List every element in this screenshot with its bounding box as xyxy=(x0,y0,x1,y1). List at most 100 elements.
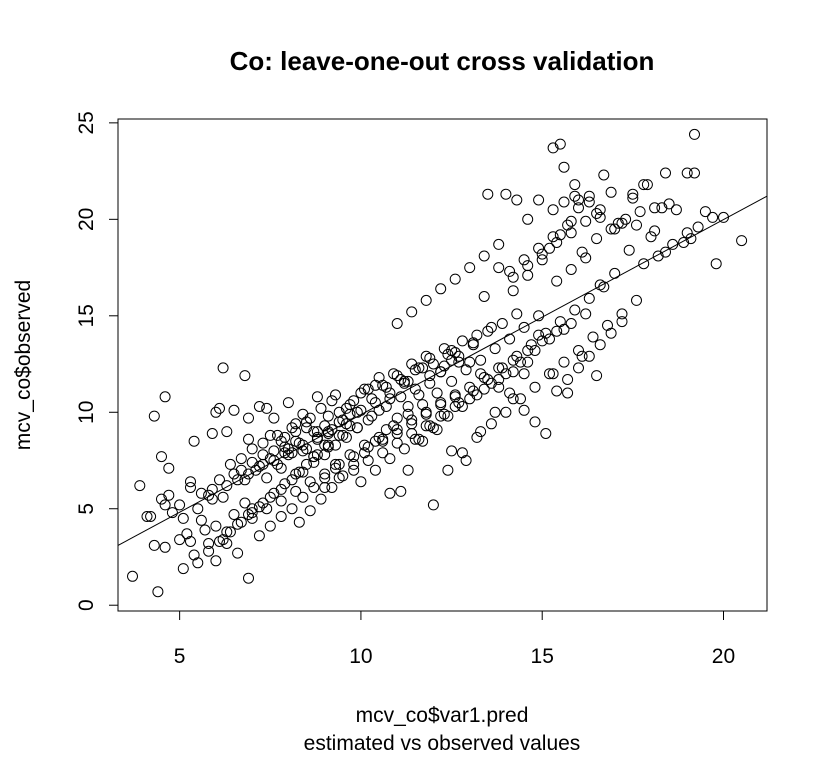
data-point xyxy=(623,244,635,256)
data-point xyxy=(522,269,534,281)
data-point xyxy=(681,227,693,239)
x-axis: 5 10 15 20 xyxy=(174,611,735,668)
data-point xyxy=(471,329,483,341)
data-point xyxy=(518,254,530,266)
data-point xyxy=(362,455,374,466)
data-point xyxy=(616,217,628,229)
data-point xyxy=(442,464,454,476)
data-point xyxy=(580,252,592,264)
data-point xyxy=(558,356,570,368)
data-point xyxy=(464,393,476,405)
data-point xyxy=(478,383,490,395)
data-point xyxy=(210,555,222,567)
data-point xyxy=(145,511,157,522)
data-point xyxy=(286,503,298,515)
data-point xyxy=(319,449,331,461)
data-point xyxy=(228,509,240,520)
data-point xyxy=(156,451,167,463)
data-point xyxy=(417,435,429,447)
data-point xyxy=(163,489,175,501)
data-point xyxy=(398,443,410,455)
data-point xyxy=(533,310,545,322)
data-point xyxy=(322,439,334,451)
data-point xyxy=(493,262,505,274)
data-points xyxy=(127,128,748,598)
data-point xyxy=(562,387,574,399)
data-point xyxy=(435,366,447,378)
data-point xyxy=(402,464,414,476)
data-point xyxy=(246,456,258,468)
data-point xyxy=(427,499,439,511)
data-point xyxy=(214,474,225,486)
data-point xyxy=(507,271,519,283)
data-point xyxy=(456,401,468,412)
data-point xyxy=(475,368,487,380)
data-point xyxy=(551,275,563,287)
data-point xyxy=(638,179,650,191)
data-point xyxy=(565,318,577,329)
data-point xyxy=(424,370,436,382)
data-point xyxy=(369,435,381,447)
data-point xyxy=(279,431,291,443)
data-point xyxy=(221,538,233,549)
data-point xyxy=(641,179,653,191)
data-point xyxy=(438,360,450,372)
data-point xyxy=(253,401,265,412)
data-point xyxy=(522,345,534,356)
data-point xyxy=(340,402,352,414)
y-tick-label: 0 xyxy=(75,599,98,611)
data-point xyxy=(598,169,610,181)
data-point xyxy=(221,426,233,438)
data-point xyxy=(377,433,389,445)
data-point xyxy=(286,474,298,486)
data-point xyxy=(515,356,526,368)
data-point xyxy=(569,304,581,316)
data-point xyxy=(594,211,606,223)
data-point xyxy=(558,323,570,335)
data-point xyxy=(496,318,508,329)
data-point xyxy=(348,451,360,463)
data-point xyxy=(232,547,244,559)
data-point xyxy=(304,412,316,424)
data-point xyxy=(449,401,461,412)
data-point xyxy=(290,418,302,430)
data-point xyxy=(203,545,215,557)
data-point xyxy=(442,348,454,360)
data-point xyxy=(660,167,671,179)
data-point xyxy=(449,273,461,285)
data-point xyxy=(185,476,196,488)
data-point xyxy=(464,356,476,368)
data-point xyxy=(333,472,345,484)
data-point xyxy=(656,202,668,214)
data-point xyxy=(565,227,577,239)
data-point xyxy=(573,194,584,206)
data-point xyxy=(663,198,675,210)
data-point xyxy=(380,381,392,393)
data-point xyxy=(583,350,595,362)
data-point xyxy=(478,291,490,302)
data-point xyxy=(573,202,584,214)
data-point xyxy=(286,447,298,459)
data-point xyxy=(594,204,606,216)
data-point xyxy=(210,406,222,418)
data-point xyxy=(275,511,287,522)
data-point xyxy=(391,318,403,329)
data-point xyxy=(264,491,276,503)
data-point xyxy=(402,401,414,412)
data-point xyxy=(424,352,436,364)
data-point xyxy=(605,186,617,198)
data-point xyxy=(435,410,447,422)
data-point xyxy=(540,428,552,439)
data-point xyxy=(591,233,603,245)
data-point xyxy=(670,204,682,216)
data-point xyxy=(576,246,588,258)
data-point xyxy=(286,422,298,434)
data-point xyxy=(573,345,584,356)
data-point xyxy=(551,385,563,397)
data-point xyxy=(551,325,563,337)
data-point xyxy=(243,572,254,584)
data-point xyxy=(362,414,374,426)
data-point xyxy=(536,254,548,266)
y-tick-label: 25 xyxy=(75,111,98,134)
data-point xyxy=(148,539,160,551)
